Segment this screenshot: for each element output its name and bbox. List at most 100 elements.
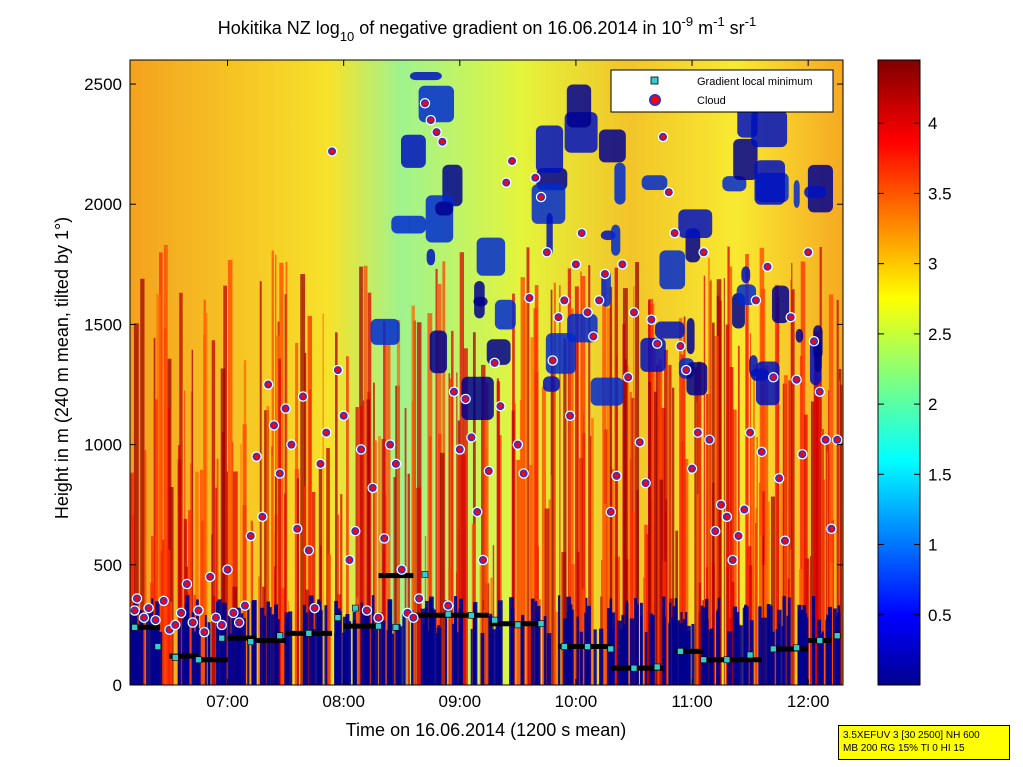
texture-streak — [396, 319, 401, 685]
texture-streak — [233, 471, 238, 685]
cloud-point-ring — [734, 531, 743, 540]
texture-streak — [271, 455, 274, 685]
local-minimum-markers — [131, 571, 841, 672]
texture-low-band — [177, 624, 181, 685]
texture-streak — [242, 424, 247, 685]
texture-streak — [694, 367, 698, 685]
texture-low-band — [680, 612, 683, 685]
cloud-point-ring — [374, 613, 383, 622]
cloud-point-ring — [827, 524, 836, 533]
local-minimum-point — [195, 656, 202, 664]
texture-streak — [648, 381, 652, 685]
legend-label-gradient-minimum: Gradient local minimum — [697, 76, 813, 88]
cloud-point-ring — [316, 459, 325, 468]
texture-streak — [439, 452, 445, 685]
texture-low-band — [639, 602, 643, 685]
texture-low-band — [802, 604, 807, 685]
texture-streak — [199, 469, 204, 685]
local-minimum-point — [746, 651, 754, 659]
local-minimum-point — [375, 622, 382, 630]
cloud-point-ring — [328, 147, 337, 156]
texture-low-band — [263, 615, 267, 685]
texture-blob — [370, 318, 400, 345]
texture-streak — [183, 518, 188, 685]
texture-blob — [749, 355, 758, 377]
cloud-point-ring — [177, 608, 186, 617]
cloud-point-ring — [479, 555, 488, 564]
cloud-point-ring — [380, 534, 389, 543]
texture-streak — [591, 417, 594, 685]
texture-streak — [729, 367, 734, 685]
texture-low-band — [691, 623, 695, 685]
cloud-point-ring — [397, 565, 406, 574]
texture-low-band — [749, 620, 754, 685]
texture-low-band — [382, 620, 386, 685]
texture-low-band — [220, 614, 225, 685]
local-minimum-point — [247, 638, 255, 646]
texture-streak — [683, 322, 686, 685]
texture-streak — [212, 595, 216, 685]
texture-streak — [554, 611, 559, 685]
cloud-point-ring — [403, 608, 412, 617]
texture-low-band — [760, 617, 764, 685]
cloud-point-ring — [432, 128, 441, 137]
texture-low-band — [444, 600, 448, 685]
texture-streak — [633, 286, 635, 685]
y-tick-label: 500 — [94, 556, 122, 575]
local-minimum-point — [218, 634, 226, 642]
chart-title: Hokitika NZ log10 of negative gradient o… — [218, 14, 756, 44]
cloud-point-ring — [571, 260, 580, 269]
texture-streak — [711, 322, 715, 685]
texture-streak — [322, 313, 324, 685]
texture-streak — [659, 479, 664, 685]
texture-streak — [166, 549, 171, 685]
texture-streak — [211, 340, 216, 685]
texture-streak — [770, 496, 776, 685]
texture-blob — [391, 215, 426, 234]
texture-streak — [606, 307, 611, 685]
legend-square-marker — [650, 76, 659, 85]
texture-streak — [346, 356, 349, 685]
texture-low-band — [832, 608, 837, 685]
texture-low-band — [437, 625, 441, 685]
cloud-point-ring — [786, 313, 795, 322]
cloud-point-ring — [391, 459, 400, 468]
texture-low-band — [819, 633, 824, 685]
local-minimum-point — [607, 645, 615, 653]
x-tick-label: 08:00 — [322, 692, 365, 711]
y-tick-label: 2000 — [84, 195, 122, 214]
cloud-point-ring — [258, 512, 267, 521]
texture-streak — [789, 549, 793, 685]
texture-streak — [696, 493, 699, 685]
texture-streak — [300, 274, 306, 685]
texture-streak — [327, 554, 331, 685]
texture-blob — [686, 318, 695, 355]
texture-streak — [765, 501, 770, 685]
texture-blob — [741, 266, 751, 284]
texture-low-band — [738, 625, 743, 685]
texture-low-band — [453, 596, 458, 685]
texture-streak — [457, 444, 460, 685]
texture-streak — [723, 278, 725, 685]
local-minimum-point — [833, 632, 841, 640]
texture-streak — [492, 545, 495, 685]
cloud-point-ring — [595, 296, 604, 305]
texture-low-band — [480, 632, 485, 685]
texture-blob — [598, 129, 626, 163]
cloud-point-ring — [653, 339, 662, 348]
texture-low-band — [288, 611, 293, 685]
texture-low-band — [593, 629, 597, 685]
texture-blob — [474, 281, 485, 319]
cloud-point-ring — [554, 313, 563, 322]
texture-low-band — [275, 619, 280, 685]
texture-streak — [732, 409, 737, 685]
texture-streak — [803, 414, 808, 685]
texture-blob — [429, 330, 448, 374]
texture-streak — [188, 510, 193, 685]
texture-low-band — [397, 624, 401, 685]
cloud-point-ring — [589, 332, 598, 341]
texture-streak — [653, 391, 657, 685]
local-minimum-point — [392, 624, 400, 631]
texture-low-band — [266, 601, 271, 685]
texture-streak — [808, 574, 810, 685]
